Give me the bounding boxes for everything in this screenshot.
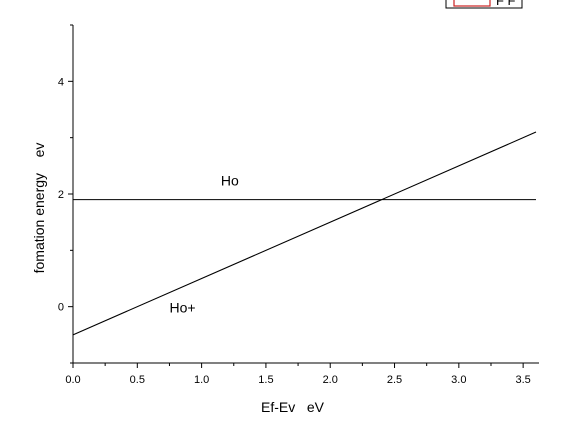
annotation-label: Ho+	[169, 299, 195, 315]
series-line	[72, 131, 537, 336]
x-tick-label: 1.0	[194, 374, 209, 386]
y-ticks: 0 2 4	[58, 24, 73, 364]
x-tick-label: 3.5	[515, 374, 530, 386]
legend: F F	[445, 0, 523, 9]
x-tick-label: 3.0	[451, 374, 466, 386]
x-tick-label: 2.0	[323, 374, 338, 386]
legend-label: F F	[496, 0, 516, 8]
x-tick-label: 2.5	[387, 374, 402, 386]
y-tick-label: 0	[58, 302, 64, 314]
y-tick-label: 4	[58, 76, 64, 88]
annotation-layer: Ho Ho+	[169, 173, 239, 316]
y-axis-title: fomation energy ev	[31, 143, 47, 274]
series-layer	[72, 131, 537, 336]
x-ticks: 0.0 0.5 1.0 1.5 2.0 2.5 3.0 3.5	[65, 363, 531, 386]
plot-area: 0.0 0.5 1.0 1.5 2.0 2.5 3.0 3.5 0 2 4 Ho Ho+	[58, 24, 539, 386]
x-tick-label: 1.5	[258, 374, 273, 386]
legend-swatch	[453, 0, 491, 7]
x-tick-label: 0.5	[130, 374, 145, 386]
annotation-label: Ho	[221, 173, 239, 189]
x-tick-label: 0.0	[65, 374, 80, 386]
x-axis-title: Ef-Ev eV	[261, 399, 325, 415]
y-tick-label: 2	[58, 189, 64, 201]
